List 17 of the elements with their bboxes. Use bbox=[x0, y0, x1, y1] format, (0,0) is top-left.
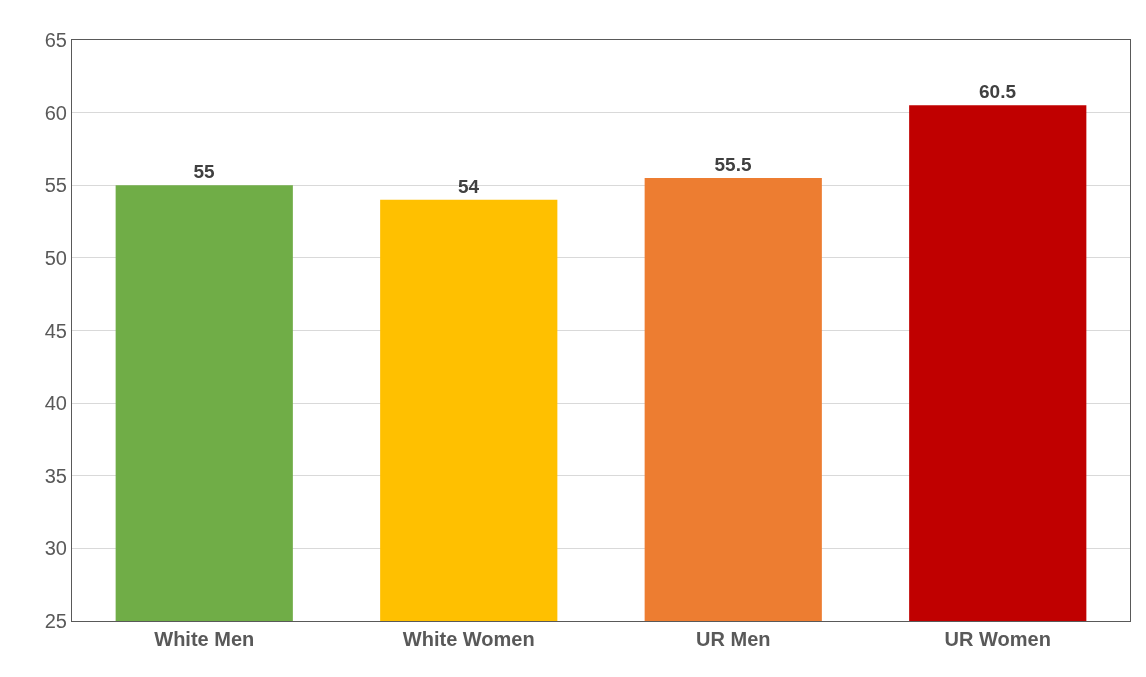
y-tick-label: 60 bbox=[44, 101, 67, 124]
y-tick-label: 50 bbox=[44, 246, 67, 269]
y-tick-label: 40 bbox=[44, 392, 67, 415]
y-tick-label: 45 bbox=[44, 319, 67, 342]
x-tick-label: UR Men bbox=[696, 628, 771, 650]
y-tick-label: 25 bbox=[44, 610, 67, 632]
data-label: 55.5 bbox=[714, 153, 752, 175]
data-label: 54 bbox=[457, 175, 480, 197]
data-label: 55 bbox=[193, 161, 216, 183]
x-tick-label: White Men bbox=[154, 628, 255, 650]
y-tick-label: 30 bbox=[44, 537, 67, 560]
y-tick-label: 35 bbox=[44, 464, 67, 487]
x-tick-label: UR Women bbox=[944, 628, 1051, 650]
data-label: 60.5 bbox=[979, 81, 1017, 103]
y-tick-label: 65 bbox=[44, 29, 67, 51]
y-tick-label: 55 bbox=[44, 174, 67, 197]
x-tick-label: White Women bbox=[402, 628, 535, 650]
